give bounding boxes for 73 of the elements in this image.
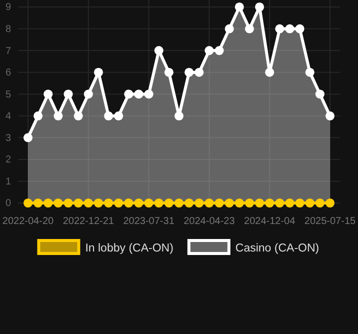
point [54,198,63,208]
y-tick-label: 3 [5,132,12,144]
point [255,2,264,12]
point [295,24,304,34]
point [255,198,264,208]
point [325,198,335,208]
x-tick-label: 2024-04-23 [184,216,236,228]
point [204,198,214,208]
point [23,133,33,142]
point [234,198,244,208]
point [144,198,154,208]
legend-label: Casino (CA-ON) [235,242,320,254]
point [265,68,274,77]
point [94,198,103,208]
point [244,198,254,208]
x-tick-label: 2025-07-15 [304,216,356,228]
point [134,198,144,208]
point [64,90,73,99]
point [305,198,314,208]
point [34,111,43,120]
point [184,198,194,208]
point [154,46,164,56]
point [214,46,224,56]
y-tick-label: 2 [5,154,12,166]
point [124,198,134,208]
point [164,68,174,77]
point [104,198,114,208]
legend-label: In lobby (CA-ON) [85,242,174,254]
y-tick-label: 1 [5,176,12,188]
point [174,198,184,208]
point [325,111,335,120]
point [54,111,63,120]
point [315,90,324,99]
x-tick-label: 2023-07-31 [123,216,175,228]
point [34,198,43,208]
y-tick-label: 5 [5,89,12,100]
point [114,111,124,120]
point [74,111,83,120]
point [144,90,154,99]
point [244,24,254,34]
point [194,68,204,77]
x-tick-label: 2024-12-04 [244,216,296,228]
point [265,198,274,208]
point [64,198,73,208]
point [234,2,244,12]
point [224,198,234,208]
y-tick-label: 8 [5,24,12,35]
x-tick-label: 2022-12-21 [62,216,114,228]
point [94,68,103,77]
y-tick-label: 0 [5,198,12,210]
point [23,198,33,208]
point [224,24,234,34]
point [315,198,324,208]
x-tick-label: 2022-04-20 [2,216,54,228]
point [285,198,294,208]
point [164,198,174,208]
point [84,198,93,208]
point [214,198,224,208]
point [74,198,83,208]
y-tick-label: 9 [5,2,12,14]
point [295,198,304,208]
y-tick-label: 4 [5,111,12,122]
point [84,90,93,99]
point [174,111,184,120]
point [194,198,204,208]
point [154,198,164,208]
y-tick-label: 6 [5,68,12,79]
point [44,198,53,208]
point [114,198,124,208]
point [44,90,53,99]
y-tick-label: 7 [5,46,12,57]
point [305,68,314,77]
point [275,198,284,208]
